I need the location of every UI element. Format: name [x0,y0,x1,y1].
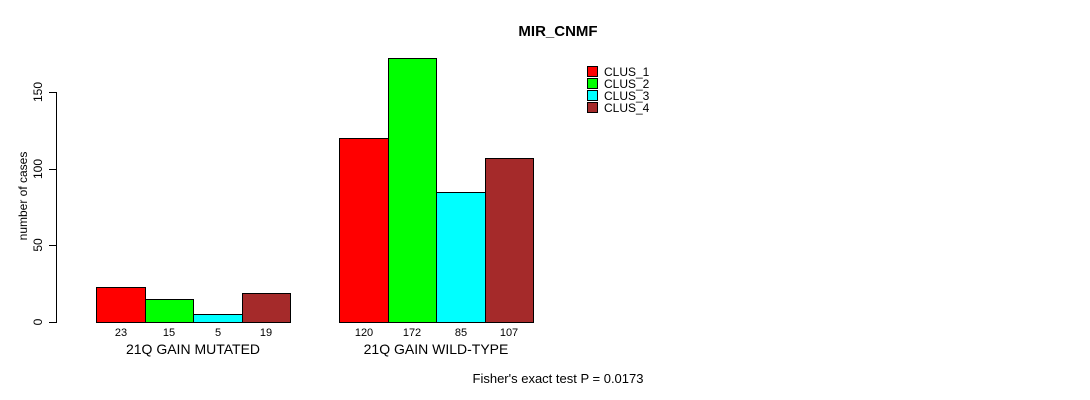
bar-value-label: 23 [114,327,128,339]
y-axis-tick [49,169,56,170]
legend-label-clus_2: CLUS_2 [604,77,650,91]
chart-title: MIR_CNMF [518,23,598,40]
bar-value-label: 85 [454,327,468,339]
bar-value-label: 172 [402,327,422,339]
bar-value-label: 5 [214,327,222,339]
legend-label-clus_4: CLUS_4 [604,101,650,115]
footer-stat-text: Fisher's exact test P = 0.0173 [472,371,644,386]
bar-value-label: 19 [259,327,273,339]
bar-clus_1-group2 [339,138,389,323]
group-label: 21Q GAIN MUTATED [125,341,261,357]
y-axis-line [56,92,57,323]
y-axis-tick [49,322,56,323]
legend-label-clus_3: CLUS_3 [604,89,650,103]
bar-clus_3-group1 [193,314,243,323]
bar-clus_4-group2 [485,158,534,323]
legend-swatch-clus_4 [587,102,598,113]
y-axis-tick-label: 100 [31,158,45,180]
legend-swatch-clus_2 [587,78,598,89]
y-axis-tick-label: 50 [31,238,45,252]
bar-clus_4-group1 [242,293,291,323]
y-axis-tick [49,245,56,246]
legend-swatch-clus_3 [587,90,598,101]
bar-value-label: 120 [354,327,374,339]
bar-clus_2-group1 [145,299,194,323]
y-axis-tick-label: 150 [31,81,45,103]
bar-value-label: 107 [499,327,519,339]
legend-swatch-clus_1 [587,66,598,77]
legend-label-clus_1: CLUS_1 [604,65,650,79]
bar-clus_2-group2 [388,58,437,323]
y-axis-tick [49,92,56,93]
group-label: 21Q GAIN WILD-TYPE [363,341,509,357]
y-axis-tick-label: 0 [31,318,45,326]
bar-clus_1-group1 [96,287,146,323]
bar-value-label: 15 [162,327,176,339]
bar-clus_3-group2 [436,192,486,323]
y-axis-label: number of cases [16,151,30,241]
